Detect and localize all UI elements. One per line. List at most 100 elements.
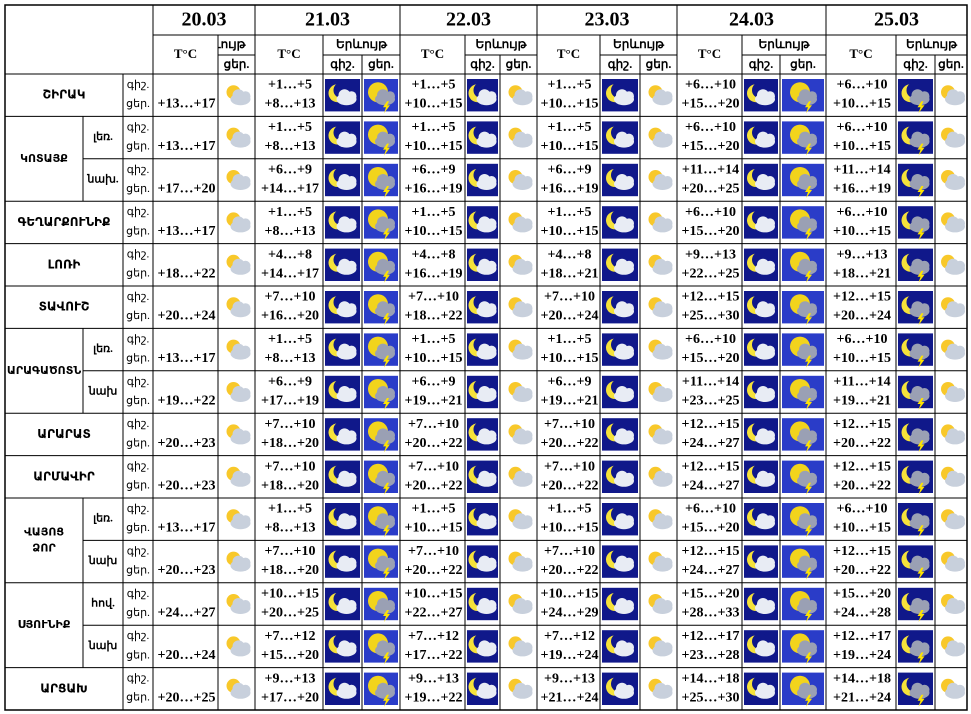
weather-icon [325, 206, 360, 239]
cloud [624, 557, 634, 568]
day-temp: +21…+24 [541, 690, 599, 705]
weather-icon [325, 291, 360, 324]
weather-icon [941, 85, 965, 106]
cloud [807, 218, 817, 229]
weather-icon [602, 375, 638, 409]
cloud [346, 260, 357, 271]
lightning [805, 482, 812, 495]
phenomenon-label: Երևույթ [613, 37, 665, 51]
day-label: ցեր. [224, 57, 250, 72]
cloud [919, 600, 930, 610]
cloud [807, 388, 817, 398]
cloud [346, 600, 357, 610]
weather-icon [602, 672, 638, 705]
cloud [662, 303, 673, 314]
night-label: գիշ. [127, 461, 150, 473]
weather-icon [744, 630, 778, 663]
cloud [624, 600, 634, 610]
night-temp: +12…+15 [682, 417, 740, 432]
lightning [805, 694, 812, 707]
night-label: գիշ. [127, 121, 150, 133]
weather-icon [898, 291, 933, 326]
weather-icon [941, 254, 965, 275]
cloud [955, 260, 965, 271]
day-label: ցեր. [126, 225, 150, 237]
weather-icon [325, 587, 360, 621]
phenomenon-label: Երևույթ [906, 37, 958, 51]
day-temp: +20…+24 [541, 309, 599, 324]
weather-icon [602, 503, 638, 536]
lightning [383, 228, 390, 241]
night-temp: +6…+10 [837, 332, 888, 347]
day-temp: +19…+21 [541, 394, 599, 409]
weather-icon [226, 594, 251, 614]
night-temp: +1…+5 [412, 78, 456, 93]
cloud [765, 91, 775, 102]
weather-icon [467, 460, 498, 493]
cloud [522, 684, 533, 695]
cloud [385, 472, 395, 483]
night-label: գիշ. [127, 418, 150, 430]
lightning [383, 482, 390, 495]
day-temp: +20…+22 [541, 563, 599, 578]
weather-icon [508, 85, 533, 106]
weather-icon [364, 291, 398, 326]
weather-icon [467, 503, 498, 536]
weather-icon [782, 503, 824, 538]
cloud [522, 557, 533, 568]
weather-icon [325, 248, 360, 281]
weather-icon [364, 672, 398, 707]
night-temp: +7…+10 [265, 417, 316, 432]
cloud [919, 260, 930, 271]
lightning [805, 398, 812, 410]
lightning [805, 525, 812, 538]
day-label: ցեր. [126, 310, 150, 322]
cloud [486, 91, 497, 102]
night-temp: +12…+17 [682, 629, 740, 644]
night-temp: +7…+12 [408, 629, 459, 644]
cloud [486, 133, 497, 144]
region-name-part: ՁՈՐ [32, 541, 56, 554]
day-label: ցեր. [126, 183, 150, 195]
weather-icon [364, 79, 398, 114]
cloud [919, 218, 930, 229]
weather-icon [898, 630, 933, 665]
night-temp: +9…+13 [837, 247, 888, 262]
date: 20.03 [182, 9, 227, 31]
weather-icon [602, 630, 638, 663]
weather-icon [744, 291, 778, 324]
night-temp: +7…+12 [265, 629, 316, 644]
weather-icon [467, 375, 498, 409]
lightning [917, 186, 925, 198]
weather-icon [898, 503, 933, 538]
day-temp: +19…+24 [833, 648, 891, 663]
lightning [917, 228, 925, 241]
cloud [955, 133, 965, 144]
day-label: ցեր. [126, 649, 150, 661]
night-temp: +6…+10 [685, 502, 736, 517]
day-temp: +13…+17 [158, 351, 216, 366]
cloud [522, 345, 533, 356]
night-label: գիշ. [127, 79, 150, 91]
night-temp: +12…+15 [682, 290, 740, 305]
cloud [765, 133, 775, 144]
weather-icon [226, 551, 251, 572]
cloud [486, 260, 497, 271]
zone: նախ. [86, 174, 118, 186]
weather-icon [226, 127, 251, 148]
night-temp: +9…+13 [544, 671, 595, 686]
cloud [385, 133, 395, 144]
weather-icon [744, 375, 778, 409]
weather-icon [744, 163, 778, 197]
zone: լեռ. [93, 343, 113, 355]
weather-icon [648, 339, 673, 360]
cloud [624, 345, 634, 356]
weather-icon [648, 297, 673, 318]
cloud [486, 218, 497, 229]
cloud [624, 388, 634, 398]
cloud [955, 472, 965, 483]
lightning [383, 101, 390, 114]
lightning [383, 270, 390, 283]
day-temp: +16…+19 [405, 182, 463, 197]
